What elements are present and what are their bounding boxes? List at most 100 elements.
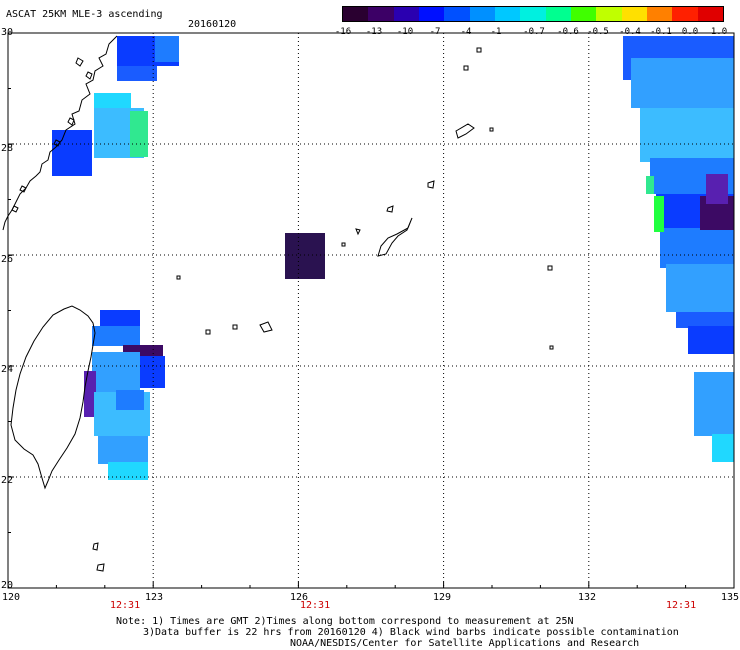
colorbar-tick-label: -0.1 xyxy=(650,27,672,37)
coastal-island-outline xyxy=(19,185,27,193)
lat-label: 26 xyxy=(1,254,14,265)
wind-cell xyxy=(98,436,148,464)
colorbar-tick-label: 1.0 xyxy=(710,27,728,37)
island-outline xyxy=(476,47,482,53)
coastline xyxy=(2,35,554,572)
colorbar-segment xyxy=(469,7,495,21)
island-outline xyxy=(232,324,238,330)
lon-label: 132 xyxy=(578,592,597,603)
wind-cell xyxy=(654,196,664,232)
colorbar-tick-label: -1 xyxy=(490,27,502,37)
island-outline xyxy=(355,228,361,236)
note-line-3: NOAA/NESDIS/Center for Satellite Applica… xyxy=(290,638,640,649)
island-outline xyxy=(386,205,394,213)
colorbar-segment xyxy=(596,7,622,21)
island-outline xyxy=(341,242,346,247)
colorbar-segment xyxy=(570,7,597,21)
coastal-island-outline xyxy=(85,71,93,80)
lon-label: 129 xyxy=(433,592,452,603)
okinawa-island-outline xyxy=(377,217,413,257)
island-outline xyxy=(96,563,105,572)
colorbar-tick-label: -0.7 xyxy=(523,27,545,37)
colorbar-tick-label: -7 xyxy=(429,27,441,37)
colorbar-tick-label: -0.6 xyxy=(557,27,579,37)
wind-cell xyxy=(676,312,734,328)
wind-cell xyxy=(92,352,140,392)
amami-island-outline xyxy=(455,123,475,139)
wind-cell xyxy=(52,130,92,176)
colorbar-segment xyxy=(672,7,698,21)
colorbar-tick-label: -4 xyxy=(460,27,472,37)
colorbar-tick-label: -0.5 xyxy=(587,27,609,37)
colorbar-segment xyxy=(393,7,419,21)
lon-label: 123 xyxy=(145,592,164,603)
coastal-island-outline xyxy=(11,205,19,213)
colorbar-tick-label: -0.4 xyxy=(619,27,641,37)
wind-cell xyxy=(706,174,728,204)
colorbar-segment xyxy=(343,7,369,21)
colorbar-segment xyxy=(444,7,470,21)
lon-label: 135 xyxy=(721,592,740,603)
lon-label: 126 xyxy=(290,592,309,603)
island-outline xyxy=(427,180,435,189)
island-outline xyxy=(259,321,273,333)
wind-cells xyxy=(52,36,734,480)
taiwan-coastline xyxy=(10,305,96,490)
wind-cell xyxy=(631,58,734,108)
coastal-island-outline xyxy=(53,139,61,147)
wind-cell xyxy=(84,371,96,417)
coastal-island-outline xyxy=(67,117,75,126)
pass-time-label: 12:31 xyxy=(300,600,331,611)
note-line-2: 3)Data buffer is 22 hrs from 20160120 4)… xyxy=(143,627,679,638)
wind-cell xyxy=(712,434,734,462)
lat-label: 24 xyxy=(1,364,14,375)
map-frame xyxy=(7,32,735,589)
island-outline xyxy=(92,542,99,551)
wind-cell xyxy=(140,356,165,388)
colorbar-segment xyxy=(621,7,647,21)
pass-time-label: 12:31 xyxy=(666,600,697,611)
wind-cell xyxy=(130,111,148,157)
product-title: ASCAT 25KM MLE-3 ascending xyxy=(6,9,163,20)
colorbar-tick-label: -10 xyxy=(396,27,414,37)
graticule xyxy=(8,33,734,588)
wind-cell xyxy=(285,233,325,279)
wind-cell xyxy=(660,228,734,268)
coastal-island-outline xyxy=(75,57,84,67)
island-outline xyxy=(176,275,181,280)
wind-cell xyxy=(155,36,179,62)
island-outline xyxy=(547,265,553,271)
wind-cell xyxy=(640,108,734,162)
colorbar-segment xyxy=(697,7,723,21)
colorbar-tick-label: -13 xyxy=(365,27,383,37)
lat-label: 20 xyxy=(1,580,14,591)
wind-cell xyxy=(694,372,734,436)
colorbar xyxy=(342,6,724,22)
lat-label: 22 xyxy=(1,475,14,486)
mainland-coastline xyxy=(2,35,118,231)
wind-cell xyxy=(116,390,144,410)
colorbar-segment xyxy=(646,7,673,21)
wind-cell xyxy=(646,176,654,194)
colorbar-segment xyxy=(368,7,394,21)
lon-label: 120 xyxy=(2,592,21,603)
note-line-1: Note: 1) Times are GMT 2)Times along bot… xyxy=(116,616,574,627)
wind-cell xyxy=(666,264,734,312)
wind-cell xyxy=(117,66,157,81)
island-outline xyxy=(205,329,211,335)
colorbar-segment xyxy=(545,7,571,21)
colorbar-segment xyxy=(520,7,546,21)
colorbar-segment xyxy=(494,7,521,21)
colorbar-tick-label: 0.0 xyxy=(681,27,699,37)
product-date: 20160120 xyxy=(188,19,237,30)
island-outline xyxy=(489,127,494,132)
colorbar-tick-label: -16 xyxy=(334,27,352,37)
colorbar-segment xyxy=(418,7,445,21)
lat-label: 30 xyxy=(1,27,14,38)
island-outline xyxy=(463,65,469,71)
wind-cell xyxy=(92,326,140,346)
wind-cell xyxy=(108,462,148,480)
island-outline xyxy=(549,345,554,350)
